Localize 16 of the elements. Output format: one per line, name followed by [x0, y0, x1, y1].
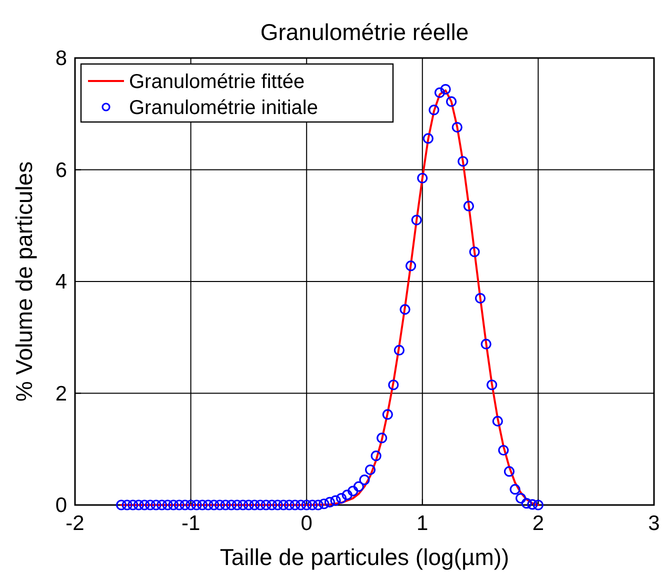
y-axis-title: % Volume de particules	[11, 161, 37, 402]
x-tick-label: 3	[648, 512, 660, 535]
legend-label: Granulométrie fittée	[129, 71, 305, 93]
x-axis-title: Taille de particules (log(µm))	[220, 544, 510, 570]
x-tick-label: 0	[300, 512, 312, 535]
x-tick-label: 2	[532, 512, 544, 535]
y-tick-label: 2	[55, 382, 67, 406]
x-tick-label: 1	[416, 512, 428, 535]
legend-label: Granulométrie initiale	[129, 97, 318, 119]
x-tick-label: -1	[181, 512, 200, 535]
y-tick-label: 4	[55, 270, 68, 294]
y-tick-label: 8	[55, 47, 67, 70]
x-tick-label: -2	[66, 512, 84, 535]
chart-title: Granulométrie réelle	[260, 19, 469, 45]
y-tick-label: 6	[55, 158, 67, 182]
y-tick-label: 0	[55, 494, 67, 517]
